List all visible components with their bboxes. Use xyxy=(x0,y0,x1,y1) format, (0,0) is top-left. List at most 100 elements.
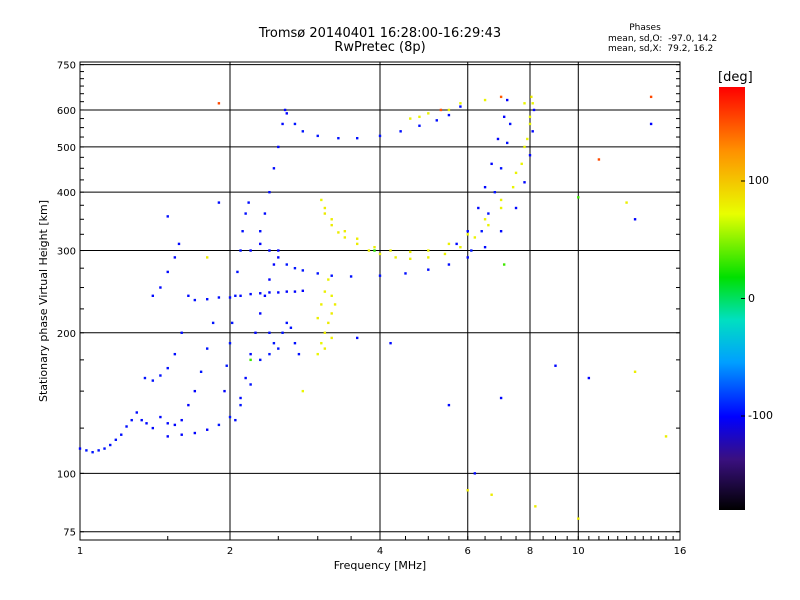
data-point xyxy=(490,162,493,166)
x-tick-labels: 1 2 4 6 8 10 16 xyxy=(77,546,687,557)
x-tick-label: 2 xyxy=(227,546,233,557)
data-point xyxy=(97,449,100,452)
data-point xyxy=(487,212,490,215)
data-point xyxy=(483,218,487,221)
x-axis-label: Frequency [MHz] xyxy=(334,559,426,572)
data-point xyxy=(268,190,271,194)
data-point xyxy=(447,242,451,246)
data-point xyxy=(323,331,327,334)
data-point xyxy=(109,443,112,447)
data-point xyxy=(244,376,247,380)
data-point xyxy=(223,389,226,393)
data-point xyxy=(239,396,242,400)
data-point xyxy=(241,230,244,233)
data-point xyxy=(531,102,534,105)
data-point xyxy=(301,130,305,133)
data-point xyxy=(316,134,319,138)
data-point xyxy=(526,137,529,141)
data-point xyxy=(633,218,637,221)
data-point xyxy=(483,98,487,102)
data-point xyxy=(228,341,232,345)
data-point xyxy=(554,364,557,367)
data-point xyxy=(355,136,359,140)
data-point xyxy=(228,296,232,299)
data-point xyxy=(343,230,347,233)
data-point xyxy=(91,451,94,454)
data-point xyxy=(337,136,340,140)
data-point xyxy=(466,230,469,233)
colorbar-tick-label: -100 xyxy=(748,409,773,422)
data-point xyxy=(528,154,532,157)
data-point xyxy=(505,98,509,102)
data-point xyxy=(367,249,371,252)
data-point xyxy=(409,250,412,254)
data-point xyxy=(404,272,407,275)
data-point xyxy=(378,134,382,138)
data-point xyxy=(394,256,397,259)
data-point xyxy=(511,185,515,189)
data-point xyxy=(499,396,503,400)
data-point xyxy=(514,171,518,175)
data-point xyxy=(427,268,430,271)
data-point xyxy=(187,403,190,407)
data-point xyxy=(447,403,451,407)
data-point xyxy=(205,347,209,350)
data-point xyxy=(217,201,221,204)
data-point xyxy=(528,115,532,119)
y-tick-label: 400 xyxy=(57,188,76,199)
data-point xyxy=(480,230,483,233)
data-point xyxy=(409,117,412,120)
data-point xyxy=(418,115,421,119)
data-point xyxy=(323,347,327,350)
data-point xyxy=(285,112,288,115)
data-point xyxy=(247,201,250,204)
data-point xyxy=(528,122,532,126)
data-point xyxy=(239,403,242,407)
data-point xyxy=(225,364,228,367)
data-point xyxy=(427,112,430,115)
data-point xyxy=(205,256,209,259)
data-point xyxy=(259,312,262,315)
data-point xyxy=(490,493,493,496)
data-point xyxy=(166,270,169,274)
data-point xyxy=(330,312,333,315)
data-point xyxy=(166,366,169,370)
data-point xyxy=(277,347,280,350)
data-point xyxy=(239,249,242,252)
data-point xyxy=(151,379,155,382)
x-tick-label: 6 xyxy=(465,546,471,557)
data-point xyxy=(143,376,147,380)
data-point xyxy=(293,290,297,293)
data-point xyxy=(330,336,333,340)
data-point xyxy=(268,278,271,281)
data-point xyxy=(459,245,462,249)
data-point xyxy=(85,449,88,452)
data-point xyxy=(268,249,271,252)
data-point xyxy=(249,352,252,356)
data-point xyxy=(301,389,305,393)
data-point xyxy=(523,181,526,184)
data-point xyxy=(649,95,653,99)
data-point xyxy=(145,422,148,425)
y-axis-label: Stationary phase Virtual Height [km] xyxy=(37,200,50,402)
data-point xyxy=(140,418,143,422)
x-tick-label: 1 xyxy=(77,546,83,557)
data-point xyxy=(234,294,237,297)
data-point xyxy=(259,242,262,246)
data-point xyxy=(373,245,376,249)
data-point xyxy=(217,423,221,427)
data-point xyxy=(587,376,591,380)
data-point xyxy=(234,418,237,422)
data-point xyxy=(483,245,487,249)
data-point xyxy=(205,428,209,431)
data-point xyxy=(330,274,333,277)
phases-x-stats: mean, sd,X: 79.2, 16.2 xyxy=(608,44,714,54)
data-point xyxy=(499,95,503,99)
data-point xyxy=(277,291,280,294)
data-point xyxy=(289,326,293,329)
data-point xyxy=(330,294,333,297)
data-point xyxy=(259,230,262,233)
phases-heading: Phases xyxy=(629,23,661,33)
data-point xyxy=(166,422,169,425)
y-tick-label: 500 xyxy=(57,143,76,154)
